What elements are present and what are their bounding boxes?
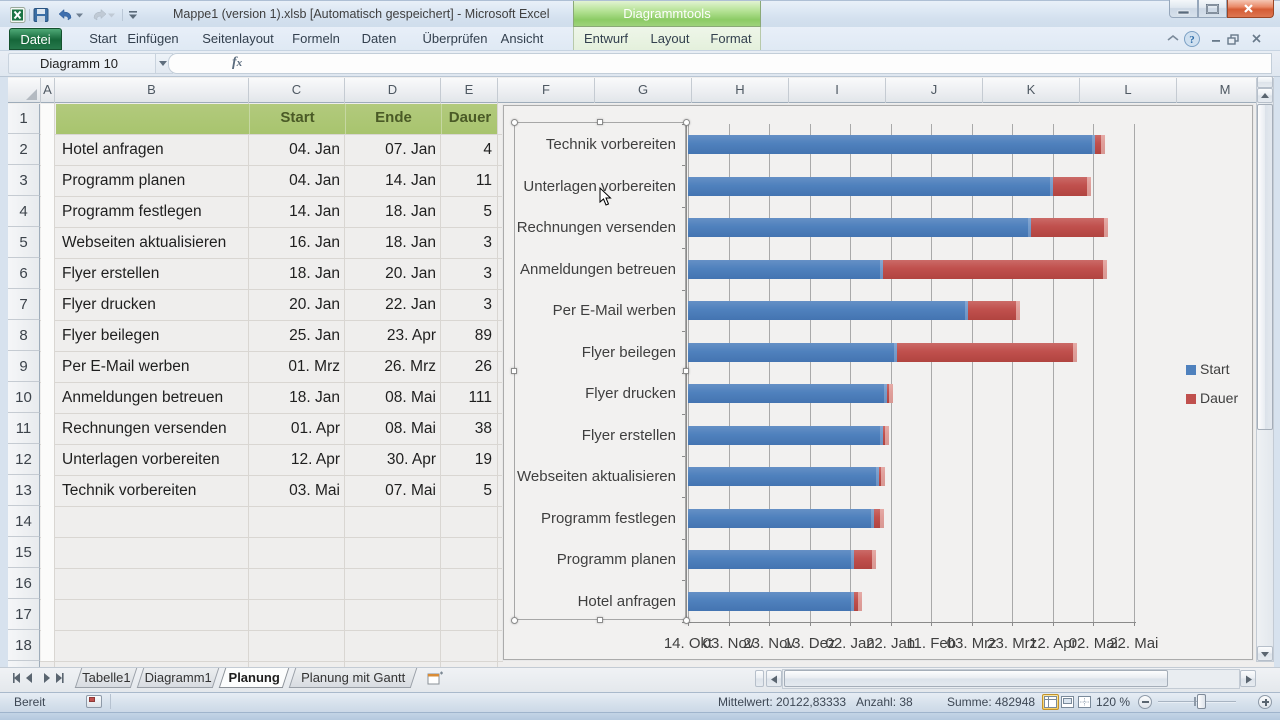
- svg-text:?: ?: [1189, 34, 1195, 46]
